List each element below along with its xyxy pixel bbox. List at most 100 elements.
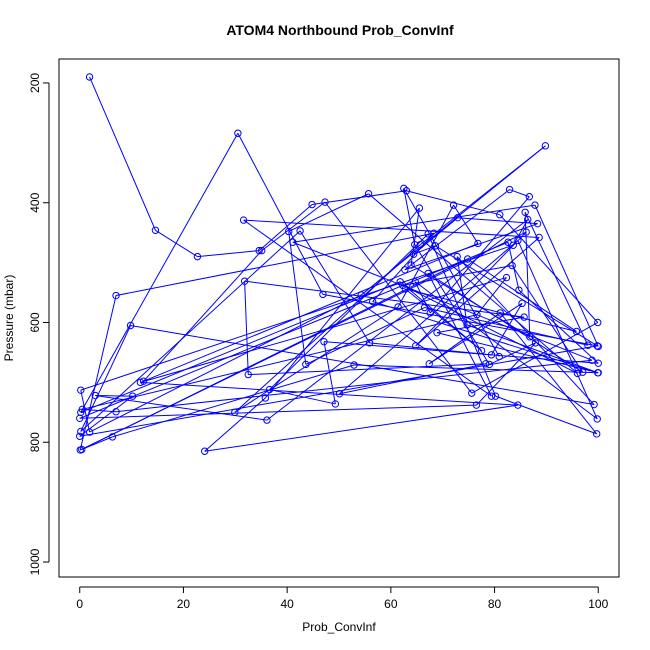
y-tick-label: 600 [28,312,42,332]
data-point [425,360,433,368]
data-point [335,390,344,398]
y-tick-label: 800 [28,432,42,452]
data-point [415,204,424,212]
series-segment [404,223,538,271]
data-point [426,309,434,317]
data-point [521,208,529,217]
series-segment [428,302,523,365]
data-point [416,240,425,249]
series-segment [264,207,420,399]
series-segment [436,316,525,334]
data-point [231,408,239,417]
x-tick-label: 40 [280,597,294,611]
series-segment [244,281,249,375]
data-point [474,239,482,248]
series-segment [243,219,492,397]
series-segment [402,265,513,286]
series-segment [243,219,540,238]
series-segment [428,312,501,365]
data-point [508,261,516,270]
data-point [350,361,358,369]
data-point [482,360,490,368]
data-point [76,446,84,454]
series-segment [79,295,117,451]
data-point [477,346,486,355]
series-segment [89,76,156,231]
x-tick-label: 60 [384,597,398,611]
series-segment [89,294,362,433]
data-point [594,359,602,367]
chart-title: ATOM4 Northbound Prob_ConvInf [226,22,454,38]
series-segment [339,240,519,395]
x-axis: 0 20 40 60 80 100 [76,586,609,611]
data-point [485,360,494,369]
series-segment [292,241,593,361]
data-point [502,273,511,282]
series-segment [323,341,599,364]
x-tick-label: 20 [177,597,191,611]
series-segment [155,229,198,258]
series-segment [79,395,133,437]
series-segment [269,233,429,390]
plot-frame [58,58,620,578]
series-segment [495,395,597,435]
data-point [526,333,534,341]
series-segment [467,258,577,332]
y-tick-label: 400 [28,192,42,212]
series-segment [403,188,416,245]
series-segment [82,314,478,410]
series-segment [489,342,536,365]
data-point [91,391,100,400]
x-axis-label: Prob_ConvInf [302,620,376,634]
data-point [412,342,420,350]
data-point [112,408,120,416]
data-point [594,369,602,377]
data-point [128,392,137,400]
series-segment [261,201,326,252]
data-point [364,190,373,198]
series-segment [80,325,132,432]
data-point [394,303,402,311]
series-segment [244,280,525,318]
series-segment [406,190,500,216]
data-point [369,297,377,306]
data-point [399,281,407,290]
data-point [289,238,297,246]
data-point [522,228,530,236]
series-segment [299,230,371,344]
series-segment [517,240,598,420]
series-segment [427,233,497,397]
data-point [468,389,476,397]
data-point [85,428,94,436]
series-segment [288,193,369,232]
data-point [424,230,432,238]
data-point [263,416,271,424]
data-point [496,309,504,317]
data-point [151,226,160,234]
data-point [430,229,438,237]
data-point [594,318,602,327]
series-segment [80,133,239,413]
data-point [244,370,252,379]
data-point [453,252,461,261]
data-point [76,432,84,440]
series-segment [518,289,599,364]
data-point [331,400,340,408]
data-point [515,286,523,294]
data-point [487,351,496,359]
series-segment [524,212,531,337]
data-point [411,278,419,286]
data-point [454,213,462,222]
data-point [285,227,293,236]
data-point [234,129,242,137]
data-point [240,277,249,285]
data-point [239,216,248,224]
data-point [533,219,542,228]
data-point [593,430,601,438]
series-segment [456,256,595,405]
y-tick-label: 200 [28,73,42,93]
data-point [136,378,145,387]
data-point [126,321,135,330]
series-segment [115,232,434,297]
